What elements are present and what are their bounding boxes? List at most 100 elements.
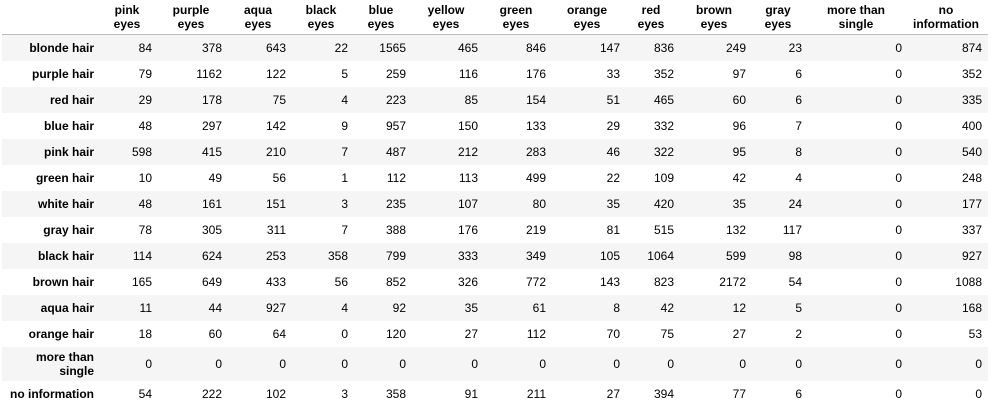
table-cell: 297 (201, 118, 222, 133)
table-cell: 465 (457, 40, 478, 55)
table-cell: 0 (145, 356, 152, 371)
table-cell: 97 (732, 66, 746, 81)
table-cell: 1064 (647, 248, 674, 263)
table-cell: 176 (457, 222, 478, 237)
table-cell: 415 (201, 144, 222, 159)
table-cell: 42 (660, 300, 674, 315)
column-header-label: no information (913, 3, 979, 31)
table-cell: 75 (660, 326, 674, 341)
table-cell: 44 (208, 300, 222, 315)
table-cell: 112 (386, 170, 406, 185)
row-label: no information (10, 386, 94, 401)
table-cell: 311 (266, 222, 286, 237)
table-cell: 222 (201, 386, 222, 401)
column-header-label: red eyes (637, 3, 665, 31)
table-cell: 259 (385, 66, 406, 81)
table-cell: 143 (599, 274, 620, 289)
table-cell: 122 (265, 66, 286, 81)
column-header-label: brown eyes (696, 3, 732, 31)
table-cell: 168 (961, 300, 982, 315)
table-cell: 1162 (196, 66, 222, 81)
table-cell: 3 (341, 386, 348, 401)
table-cell: 7 (341, 222, 348, 237)
table-cell: 235 (385, 196, 406, 211)
table-cell: 515 (653, 222, 674, 237)
table-cell: 85 (464, 92, 478, 107)
table-cell: 253 (265, 248, 286, 263)
table-cell: 772 (525, 274, 546, 289)
table-cell: 540 (961, 144, 982, 159)
table-cell: 599 (725, 248, 746, 263)
column-header: aqua eyes (228, 0, 292, 35)
table-cell: 1 (341, 170, 348, 185)
table-cell: 117 (782, 222, 802, 237)
table-cell: 326 (457, 274, 478, 289)
column-header-label: purple eyes (172, 3, 210, 31)
table-cell: 133 (525, 118, 546, 133)
row-label: orange hair (28, 326, 94, 341)
table-cell: 0 (975, 356, 982, 371)
table-cell: 322 (653, 144, 674, 159)
table-cell: 823 (653, 274, 674, 289)
table-header-row: pink eyes purple eyes aqua eyes black eyes b… (2, 0, 988, 35)
column-header: yellow eyes (412, 0, 484, 35)
table-cell: 22 (606, 170, 620, 185)
table-cell: 64 (272, 326, 286, 341)
table-cell: 18 (138, 326, 152, 341)
table-cell: 178 (201, 92, 222, 107)
column-header: blue eyes (354, 0, 412, 35)
table-cell: 142 (265, 118, 286, 133)
table-cell: 0 (341, 326, 348, 341)
table-cell: 283 (525, 144, 546, 159)
column-header: more than single (808, 0, 908, 35)
table-cell: 35 (606, 196, 620, 211)
column-header: black eyes (292, 0, 354, 35)
table-cell: 852 (385, 274, 406, 289)
table-cell: 51 (606, 92, 620, 107)
row-label: blonde hair (29, 40, 94, 55)
table-row: more than single 0 0 0 0 0 0 0 0 0 0 0 0 0 (2, 346, 988, 381)
table-cell: 60 (732, 92, 746, 107)
table-cell: 11 (139, 300, 152, 315)
table-cell: 4 (341, 92, 348, 107)
table-cell: 177 (961, 196, 982, 211)
table-cell: 161 (201, 196, 222, 211)
column-header: gray eyes (752, 0, 808, 35)
table-cell: 7 (341, 144, 348, 159)
table-cell: 78 (138, 222, 152, 237)
table-cell: 394 (653, 386, 674, 401)
table-cell: 420 (653, 196, 674, 211)
table-cell: 84 (138, 40, 152, 55)
row-label: gray hair (43, 222, 94, 237)
table-cell: 643 (265, 40, 286, 55)
table-cell: 98 (788, 248, 802, 263)
table-cell: 0 (539, 356, 546, 371)
row-label: more than single (35, 349, 94, 378)
table-cell: 114 (132, 248, 152, 263)
table-row: orange hair 18 60 64 0 120 27 112 70 75 27 2 0 53 (2, 320, 988, 347)
table-cell: 8 (613, 300, 620, 315)
table-cell: 29 (606, 118, 620, 133)
table-cell: 105 (599, 248, 620, 263)
table-cell: 132 (725, 222, 746, 237)
table-cell: 799 (385, 248, 406, 263)
table-cell: 210 (265, 144, 286, 159)
table-cell: 0 (895, 66, 902, 81)
column-header-label: gray eyes (764, 3, 792, 31)
row-label: blue hair (43, 118, 94, 133)
table-cell: 0 (279, 356, 286, 371)
table-cell: 927 (265, 300, 286, 315)
table-row: purple hair 79 1162 122 5 259 116 176 33 352 97 6 0 3… (2, 60, 988, 87)
table-cell: 54 (138, 386, 152, 401)
table-cell: 0 (739, 356, 746, 371)
column-header-label: aqua eyes (243, 3, 272, 31)
table-cell: 337 (961, 222, 982, 237)
table-cell: 0 (895, 170, 902, 185)
table-cell: 7 (795, 118, 802, 133)
table-row: green hair 10 49 56 1 112 113 499 22 109 42 4 0 248 (2, 164, 988, 191)
table-cell: 358 (385, 386, 406, 401)
table-cell: 107 (457, 196, 478, 211)
column-header-label: blue eyes (367, 3, 395, 31)
table-cell: 3 (341, 196, 348, 211)
